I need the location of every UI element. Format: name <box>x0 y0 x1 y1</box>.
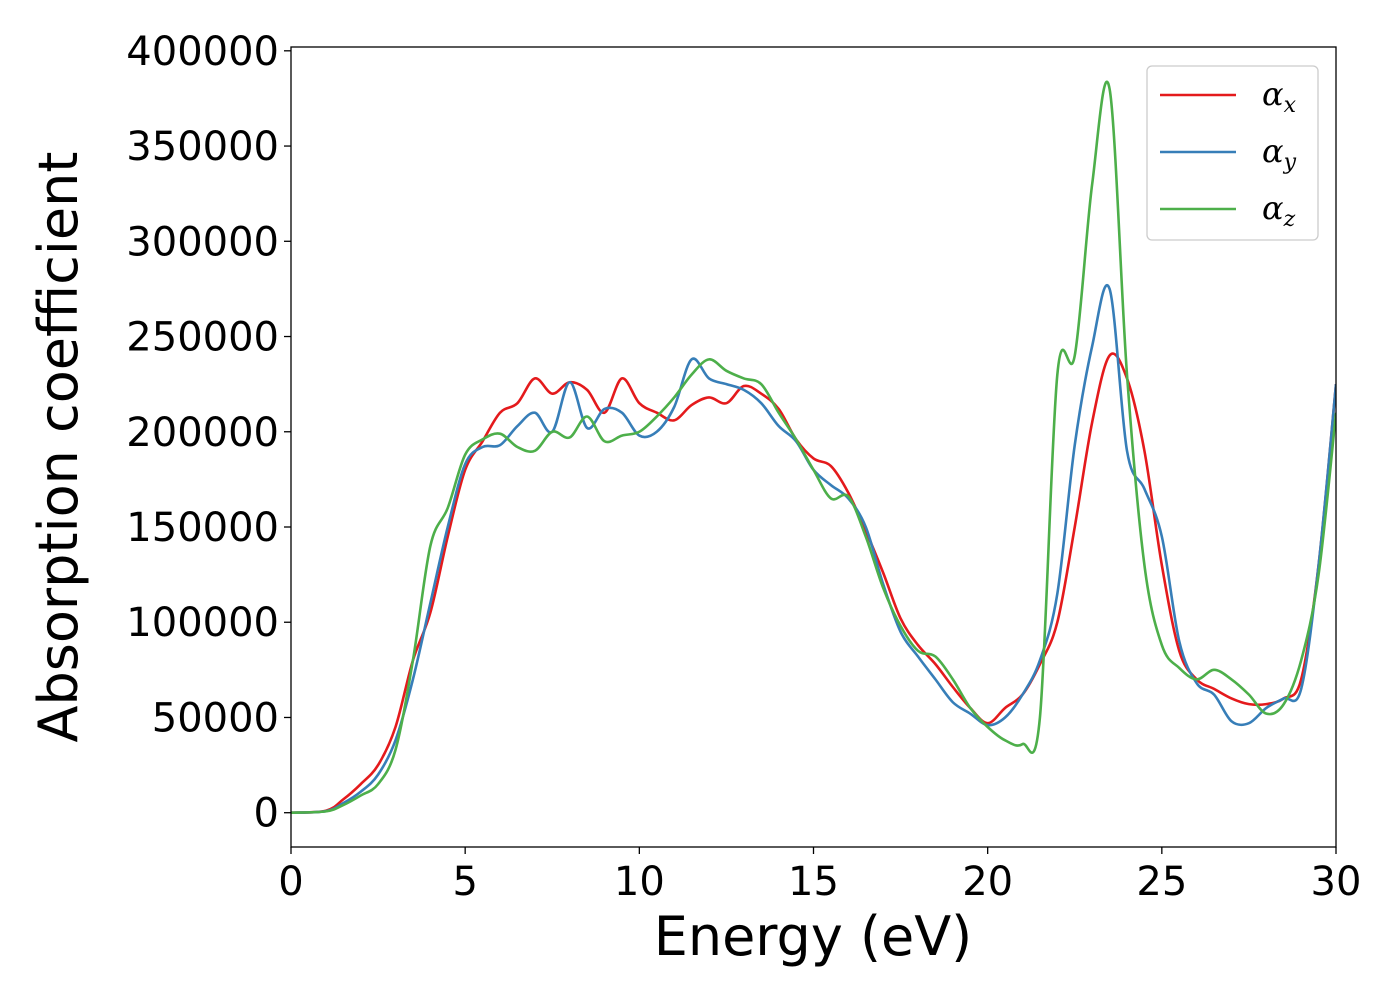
legend-label-x: αx <box>1262 75 1297 118</box>
x-tick-label: 0 <box>278 859 303 905</box>
x-tick-label: 30 <box>1311 859 1362 905</box>
y-tick-label: 250000 <box>126 315 279 361</box>
legend-label-z: αz <box>1262 189 1296 232</box>
y-tick-label: 100000 <box>126 600 279 646</box>
y-tick-label: 50000 <box>152 695 279 741</box>
x-tick-label: 20 <box>962 859 1013 905</box>
series-line-x <box>291 352 1336 815</box>
x-tick-label: 5 <box>452 859 477 905</box>
legend: αx αy αz <box>1146 65 1319 241</box>
y-tick-label: 300000 <box>126 219 279 265</box>
y-tick-label: 350000 <box>126 124 279 170</box>
y-tick-label: 200000 <box>126 410 279 456</box>
y-tick-label: 0 <box>254 791 279 837</box>
y-axis-label: Absorption coefficient <box>27 152 90 743</box>
x-axis-label: Energy (eV) <box>654 905 973 968</box>
series-line-z <box>291 80 1336 815</box>
x-tick-label: 15 <box>788 859 839 905</box>
tick-layer: 0 5 10 15 20 25 30 0 50000 100000 150000 200000 2500… <box>126 29 1361 905</box>
legend-label-y: αy <box>1262 132 1297 175</box>
series-layer <box>291 80 1336 815</box>
y-tick-label: 400000 <box>126 29 279 75</box>
x-tick-label: 25 <box>1136 859 1187 905</box>
series-line-y <box>291 284 1336 815</box>
y-tick-label: 150000 <box>126 505 279 551</box>
x-tick-label: 10 <box>614 859 665 905</box>
